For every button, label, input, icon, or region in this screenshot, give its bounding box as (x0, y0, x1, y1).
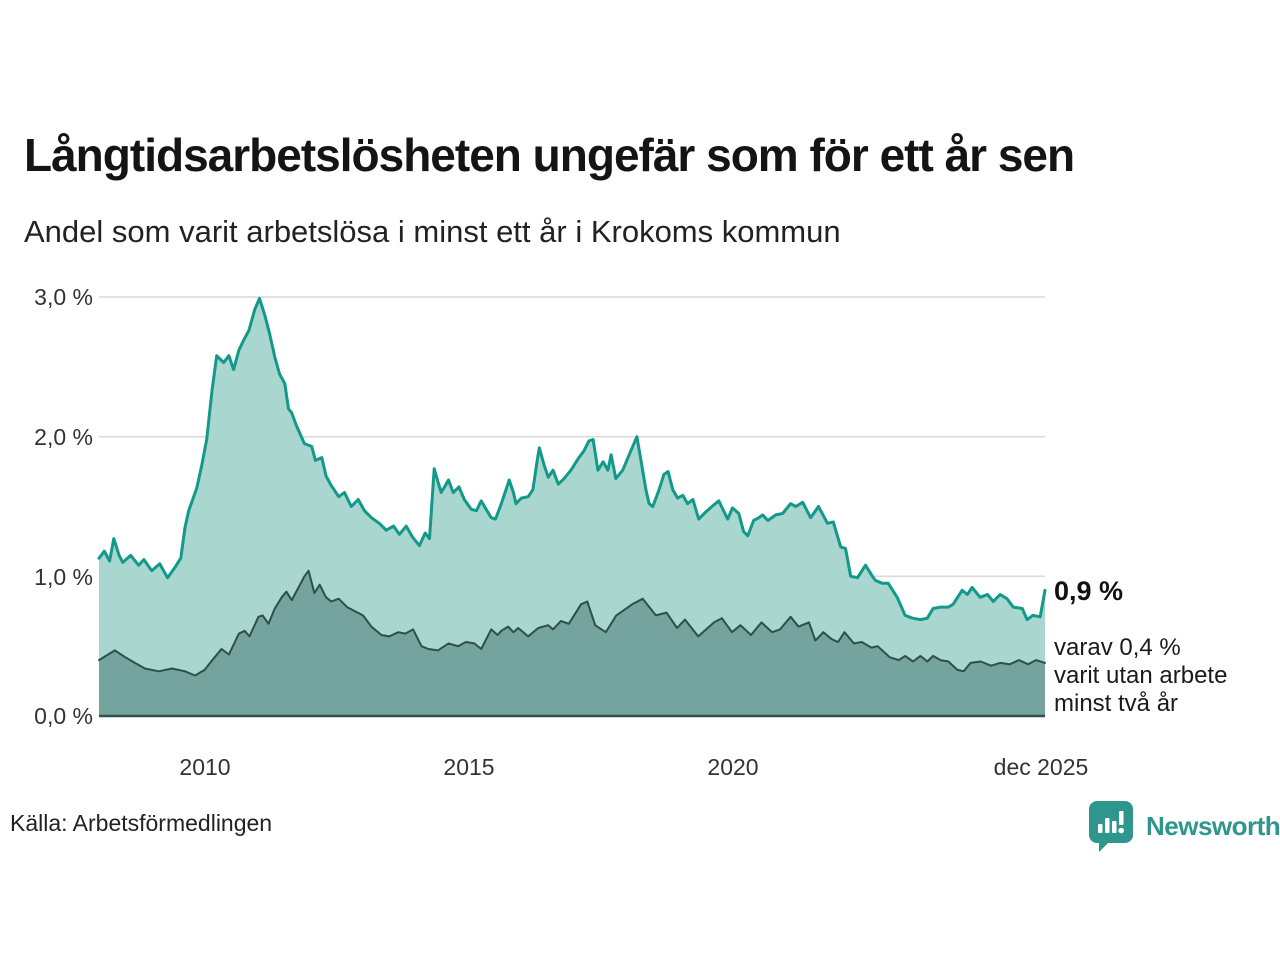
series-line-2 (98, 569, 1046, 677)
newsworthy-logo: Newsworthy (1088, 800, 1280, 852)
latest-value-label: 0,9 % (1054, 576, 1124, 606)
newsworthy-logo-icon (1089, 801, 1133, 852)
x-axis-tick-label: 2020 (707, 754, 759, 780)
latest-value-sublabel: varav 0,4 % varit utan arbete minst två … (1054, 634, 1227, 718)
source-label: Källa: Arbetsförmedlingen (10, 810, 273, 836)
x-axis-tick-label: 2015 (443, 754, 495, 780)
y-axis-tick-label: 1,0 % (34, 564, 93, 590)
y-axis-tick-label: 2,0 % (34, 424, 93, 450)
series-area-2 (99, 570, 1045, 716)
y-axis-tick-label: 0,0 % (34, 703, 93, 729)
x-axis-tick-label: 2010 (179, 754, 231, 780)
page-subtitle: Andel som varit arbetslösa i minst ett å… (24, 214, 841, 249)
x-axis-tick-label: dec 2025 (993, 754, 1089, 780)
series-line-1 (97, 296, 1047, 622)
sublabel-line: minst två år (1054, 690, 1179, 717)
newsworthy-logo-text: Newsworthy (1146, 811, 1280, 841)
y-axis-tick-label: 3,0 % (34, 284, 93, 310)
page-title: Långtidsarbetslösheten ungefär som för e… (24, 129, 1075, 181)
sublabel-line: varit utan arbete (1054, 662, 1228, 689)
sublabel-line: varav 0,4 % (1054, 634, 1181, 661)
